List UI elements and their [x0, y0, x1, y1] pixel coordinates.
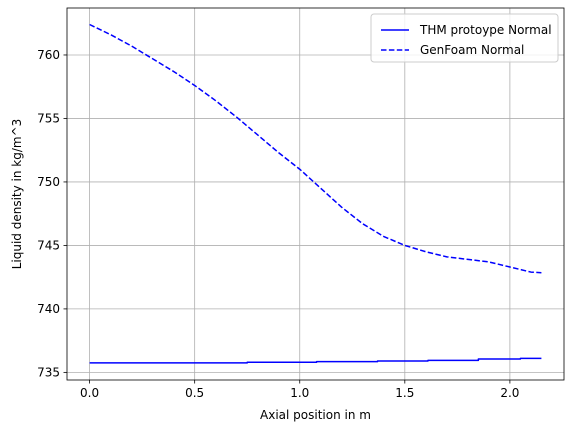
legend-label-genfoam: GenFoam Normal — [420, 43, 524, 57]
legend-box — [370, 13, 559, 63]
y-tick-label: 760 — [37, 48, 60, 62]
y-tick-label: 750 — [37, 175, 60, 189]
y-tick-label: 740 — [37, 302, 60, 316]
y-tick-label: 745 — [37, 238, 60, 252]
legend-label-thm: THM protoype Normal — [419, 23, 552, 37]
y-axis-ticks: 735 740 745 750 755 760 — [37, 48, 67, 379]
series-line-genfoam-normal — [89, 23, 542, 274]
y-tick-label: 735 — [37, 365, 60, 379]
plot-lines — [89, 23, 542, 364]
x-tick-label: 0.5 — [185, 386, 204, 400]
grid — [67, 8, 564, 380]
legend: THM protoype Normal GenFoam Normal — [370, 13, 559, 63]
x-axis-ticks: 0.0 0.5 1.0 1.5 2.0 — [80, 380, 519, 400]
y-axis-label: Liquid density in kg/m^3 — [10, 119, 24, 270]
x-tick-label: 0.0 — [80, 386, 99, 400]
series-line-thm-protoype-normal — [89, 357, 542, 364]
y-tick-label: 755 — [37, 111, 60, 125]
plot-frame — [66, 7, 565, 381]
x-tick-label: 1.0 — [290, 386, 309, 400]
x-axis-label: Axial position in m — [260, 408, 371, 422]
x-tick-label: 2.0 — [500, 386, 519, 400]
x-tick-label: 1.5 — [395, 386, 414, 400]
